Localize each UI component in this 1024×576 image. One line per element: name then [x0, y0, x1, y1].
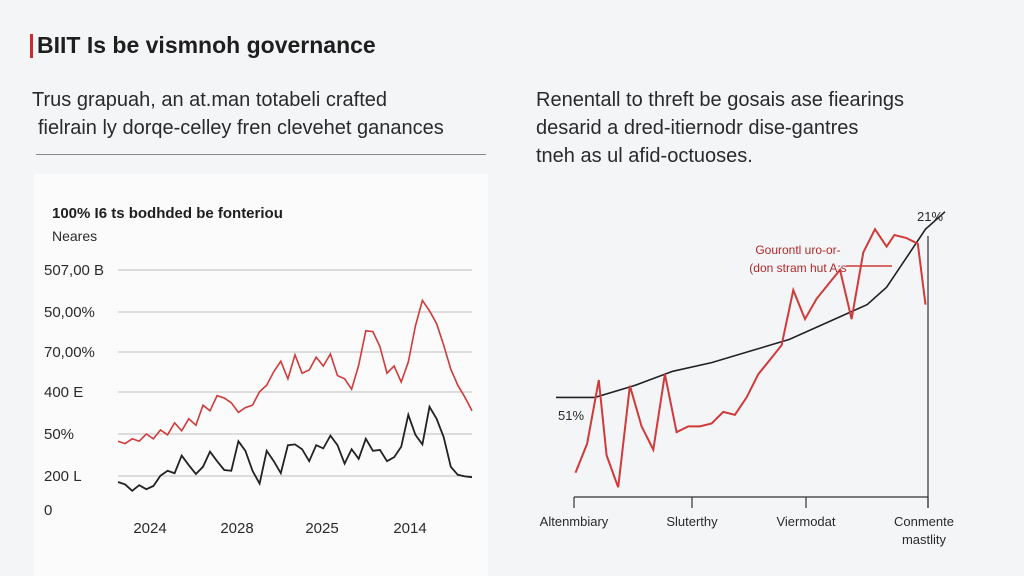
intro-right-line-3: tneh as ul afid-octuoses.	[536, 145, 753, 167]
left-y-tick-label: 50,00%	[44, 304, 95, 321]
left-y-tick-label: 70,00%	[44, 344, 95, 361]
right-series-black-line	[556, 211, 946, 399]
left-series-black-line	[117, 404, 473, 492]
right-series-red-line	[574, 227, 927, 488]
left-chart-title: 100% I6 ts bodhded be fonteriou	[52, 205, 283, 222]
intro-left-line-1: Trus grapuah, an at.man totabeli crafted	[32, 89, 388, 111]
right-end-value-label: 21%	[917, 209, 943, 224]
intro-right-line-1: Renentall to threft be gosais ase fieari…	[536, 89, 904, 111]
left-series-red-line	[117, 298, 473, 445]
left-x-tick-label: 2028	[220, 520, 253, 537]
left-x-tick-label: 2025	[305, 520, 338, 537]
intro-right: Renentall to threft be gosais ase fieari…	[536, 86, 976, 170]
intro-divider	[36, 154, 486, 155]
page-title: BIIT Is be vismnoh governance	[37, 32, 376, 58]
right-x-tick-label: Conmente	[894, 514, 954, 529]
right-x-tick-label: Sluterthy	[666, 514, 718, 529]
title-bar: BIIT Is be vismnoh governance	[30, 32, 376, 59]
left-y-tick-label: 50%	[44, 426, 74, 443]
left-y-tick-label: 400 E	[44, 384, 83, 401]
left-chart-ylabel: Neares	[52, 228, 97, 244]
left-y-tick-label: 0	[44, 502, 52, 519]
intro-right-line-2: desarid a dred-itiernodr dise-gantres	[536, 117, 859, 139]
left-x-tick-label: 2024	[133, 520, 166, 537]
right-start-value-label: 51%	[558, 408, 584, 423]
callout-line-2: (don stram hut A:s	[749, 261, 846, 275]
left-y-tick-label: 507,00 B	[44, 262, 104, 279]
intro-left-line-2: fielrain ly dorqe-celley fren clevehet g…	[38, 117, 444, 139]
right-x-tick-label: mastlity	[902, 532, 947, 547]
right-x-tick-label: Altenmbiary	[540, 514, 609, 529]
intro-left: Trus grapuah, an at.man totabeli crafted…	[32, 86, 502, 142]
left-chart-panel	[34, 174, 488, 576]
left-x-tick-label: 2014	[393, 520, 426, 537]
title-accent-bar	[30, 33, 33, 58]
left-y-tick-label: 200 L	[44, 468, 82, 485]
right-x-tick-label: Viermodat	[776, 514, 835, 529]
callout-line-1: Gourontl uro-or-	[755, 243, 840, 257]
